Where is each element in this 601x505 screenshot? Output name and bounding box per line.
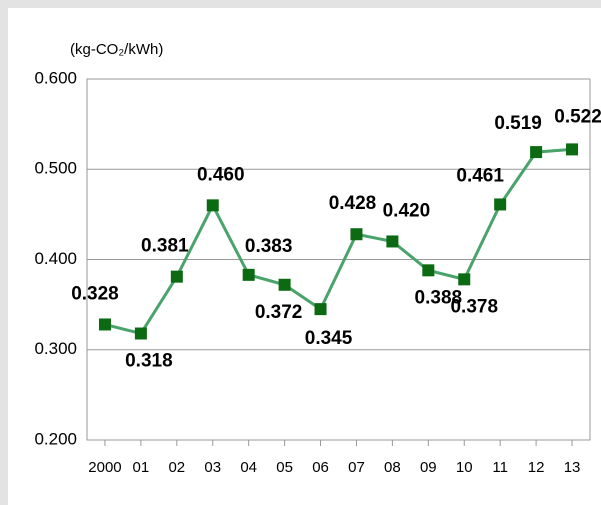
data-label: 0.381 xyxy=(141,236,189,257)
marker xyxy=(278,278,291,291)
data-label: 0.378 xyxy=(450,296,498,317)
marker xyxy=(350,228,363,241)
marker xyxy=(566,143,579,156)
data-label: 0.345 xyxy=(305,328,353,349)
x-tick-label: 04 xyxy=(240,459,257,476)
marker xyxy=(386,235,399,248)
x-tick-label: 12 xyxy=(528,459,545,476)
data-label: 0.461 xyxy=(456,165,504,186)
marker xyxy=(314,303,327,316)
x-tick-label: 13 xyxy=(564,459,581,476)
marker xyxy=(242,268,255,281)
data-label: 0.460 xyxy=(197,164,245,185)
x-tick-label: 2000 xyxy=(88,459,121,476)
y-tick-label: 0.200 xyxy=(34,429,77,448)
marker xyxy=(530,146,543,159)
x-tick-label: 05 xyxy=(276,459,293,476)
data-label: 0.522 xyxy=(554,106,601,127)
marker xyxy=(494,198,507,211)
y-tick-label: 0.500 xyxy=(34,159,77,178)
x-tick-label: 08 xyxy=(384,459,401,476)
plot-border xyxy=(86,78,591,441)
marker xyxy=(170,270,183,283)
x-tick-label: 10 xyxy=(456,459,473,476)
x-tick-label: 02 xyxy=(168,459,185,476)
marker xyxy=(206,199,219,212)
x-tick-label: 11 xyxy=(492,459,508,476)
y-tick-label: 0.300 xyxy=(34,339,77,358)
y-axis-label: (kg-CO₂/kWh) xyxy=(70,41,163,58)
data-label: 0.383 xyxy=(245,236,293,257)
y-tick-label: 0.600 xyxy=(34,68,77,87)
data-label: 0.388 xyxy=(415,287,463,308)
x-tick-label: 07 xyxy=(348,459,365,476)
data-label: 0.318 xyxy=(125,351,173,372)
data-label: 0.519 xyxy=(494,113,542,134)
x-tick-label: 09 xyxy=(420,459,437,476)
x-tick-label: 06 xyxy=(312,459,329,476)
y-tick-label: 0.400 xyxy=(34,249,77,268)
series-line xyxy=(104,147,573,336)
data-label: 0.428 xyxy=(329,193,377,214)
data-label: 0.328 xyxy=(71,283,119,304)
x-tick-label: 01 xyxy=(133,459,150,476)
marker xyxy=(134,327,147,340)
marker xyxy=(458,273,471,286)
x-tick-label: 03 xyxy=(204,459,221,476)
data-label: 0.372 xyxy=(255,302,303,323)
marker xyxy=(98,318,111,331)
data-label: 0.420 xyxy=(383,200,431,221)
marker xyxy=(422,264,435,277)
